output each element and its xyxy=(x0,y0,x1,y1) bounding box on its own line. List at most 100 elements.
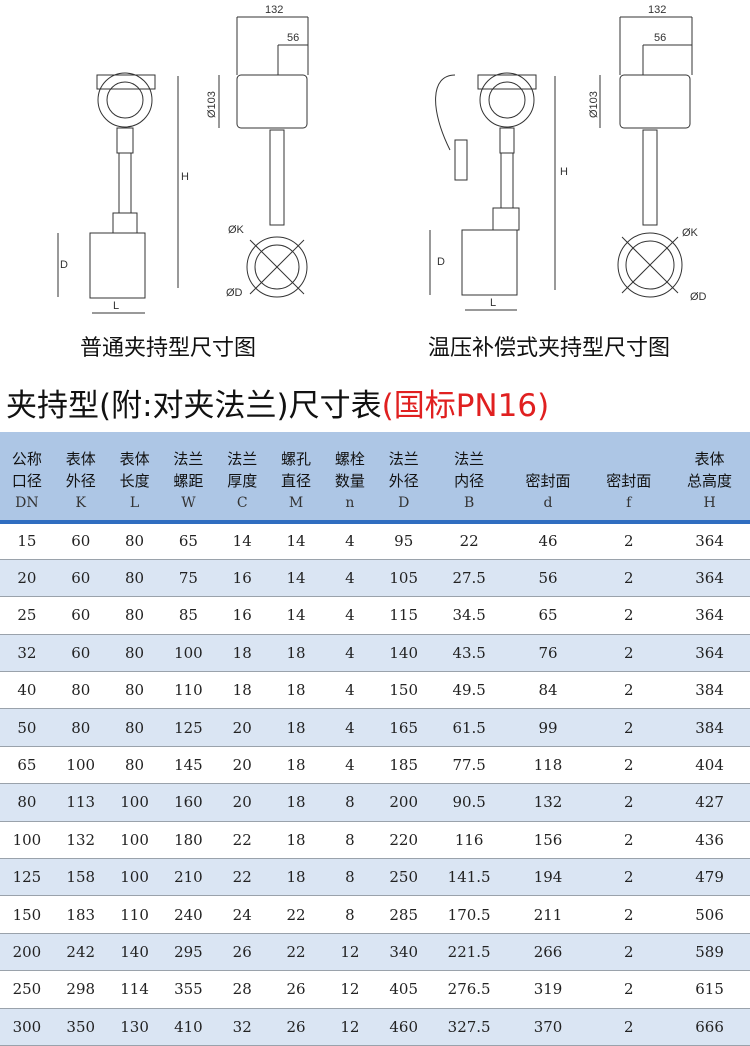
table-cell: 156 xyxy=(507,821,589,860)
title-standard: (国标PN16) xyxy=(381,388,550,424)
column-header: 法兰 螺距 W xyxy=(161,432,216,524)
table-cell: 50 xyxy=(0,708,54,747)
svg-text:D: D xyxy=(60,259,68,271)
table-cell: 4 xyxy=(322,596,377,635)
table-cell: 28 xyxy=(215,970,270,1009)
table-cell: 141.5 xyxy=(430,858,508,897)
table-cell: 80 xyxy=(107,671,162,710)
table-cell: 384 xyxy=(669,671,750,710)
table-cell: 18 xyxy=(215,634,270,673)
table-cell: 4 xyxy=(322,671,377,710)
svg-text:ØK: ØK xyxy=(682,227,699,239)
table-cell: 18 xyxy=(269,858,323,897)
table-cell: 76 xyxy=(507,634,589,673)
column-header: 密封面 f xyxy=(588,432,670,524)
table-cell: 85 xyxy=(161,596,216,635)
table-cell: 77.5 xyxy=(430,746,508,785)
table-cell: 2 xyxy=(588,821,670,860)
table-cell: 242 xyxy=(53,933,108,972)
table-cell: 266 xyxy=(507,933,589,972)
table-cell: 115 xyxy=(376,596,431,635)
table-cell: 80 xyxy=(107,559,162,598)
header-l1: 表体 xyxy=(694,450,725,468)
header-l1: 表体 xyxy=(119,450,150,468)
table-cell: 22 xyxy=(215,821,270,860)
table-row: 200 242 140 295 26 22 12 340 221.5 266 2 589 xyxy=(0,933,750,972)
header-l1 xyxy=(588,448,669,470)
table-cell: 140 xyxy=(376,634,431,673)
table-cell: 100 xyxy=(53,746,108,785)
table-row: 15 60 80 65 14 14 4 95 22 46 2 364 xyxy=(0,522,750,560)
table-cell: 200 xyxy=(0,933,54,972)
table-cell: 183 xyxy=(53,895,108,934)
table-cell: 210 xyxy=(161,858,216,897)
header-sym: B xyxy=(463,495,475,511)
table-cell: 22 xyxy=(215,858,270,897)
table-cell: 506 xyxy=(669,895,750,934)
table-cell: 80 xyxy=(107,746,162,785)
table-row: 32 60 80 100 18 18 4 140 43.5 76 2 364 xyxy=(0,634,750,673)
table-cell: 4 xyxy=(322,559,377,598)
table-cell: 60 xyxy=(53,522,108,560)
table-cell: 46 xyxy=(507,522,589,560)
table-cell: 8 xyxy=(322,821,377,860)
header-sym: n xyxy=(345,495,355,511)
table-cell: 350 xyxy=(53,1008,108,1046)
table-cell: 14 xyxy=(269,559,323,598)
table-cell: 27.5 xyxy=(430,559,508,598)
column-header: 表体 长度 L xyxy=(107,432,162,524)
column-header: 法兰 内径 B xyxy=(430,432,508,524)
table-cell: 80 xyxy=(107,634,162,673)
table-cell: 25 xyxy=(0,596,54,635)
header-l2: 长度 xyxy=(119,472,150,490)
table-cell: 32 xyxy=(215,1008,270,1046)
table-cell: 20 xyxy=(215,746,270,785)
table-cell: 49.5 xyxy=(430,671,508,710)
table-cell: 110 xyxy=(161,671,216,710)
header-l1: 法兰 xyxy=(388,450,419,468)
table-cell: 240 xyxy=(161,895,216,934)
table-cell: 158 xyxy=(53,858,108,897)
table-cell: 16 xyxy=(215,596,270,635)
table-cell: 20 xyxy=(0,559,54,598)
table-row: 125 158 100 210 22 18 8 250 141.5 194 2 479 xyxy=(0,858,750,897)
header-sym: f xyxy=(626,495,632,511)
table-cell: 15 xyxy=(0,522,54,560)
header-l1: 法兰 xyxy=(173,450,204,468)
header-l2: 口径 xyxy=(11,472,42,490)
header-l2: 总高度 xyxy=(687,472,733,490)
svg-text:D: D xyxy=(437,256,445,268)
header-l1: 公称 xyxy=(11,450,42,468)
table-cell: 364 xyxy=(669,522,750,560)
table-cell: 18 xyxy=(269,783,323,822)
table-cell: 105 xyxy=(376,559,431,598)
table-row: 40 80 80 110 18 18 4 150 49.5 84 2 384 xyxy=(0,671,750,710)
table-cell: 319 xyxy=(507,970,589,1009)
table-cell: 8 xyxy=(322,895,377,934)
table-cell: 80 xyxy=(53,671,108,710)
table-cell: 20 xyxy=(215,783,270,822)
table-cell: 16 xyxy=(215,559,270,598)
table-cell: 65 xyxy=(161,522,216,560)
column-header: 螺孔 直径 M xyxy=(269,432,323,524)
table-cell: 18 xyxy=(269,634,323,673)
header-l2: 直径 xyxy=(281,472,312,490)
table-row: 25 60 80 85 16 14 4 115 34.5 65 2 364 xyxy=(0,596,750,635)
table-cell: 194 xyxy=(507,858,589,897)
table-cell: 145 xyxy=(161,746,216,785)
table-cell: 285 xyxy=(376,895,431,934)
table-cell: 80 xyxy=(107,522,162,560)
column-header: 表体 外径 K xyxy=(53,432,108,524)
header-sym: H xyxy=(703,495,716,511)
svg-text:56: 56 xyxy=(654,32,666,44)
table-cell: 60 xyxy=(53,596,108,635)
table-cell: 436 xyxy=(669,821,750,860)
compensated-front-view: H D L xyxy=(429,72,568,311)
table-cell: 80 xyxy=(53,708,108,747)
column-header: 法兰 外径 D xyxy=(376,432,431,524)
table-cell: 22 xyxy=(269,895,323,934)
column-header: 螺栓 数量 n xyxy=(322,432,377,524)
table-cell: 8 xyxy=(322,783,377,822)
table-cell: 2 xyxy=(588,858,670,897)
table-cell: 2 xyxy=(588,895,670,934)
